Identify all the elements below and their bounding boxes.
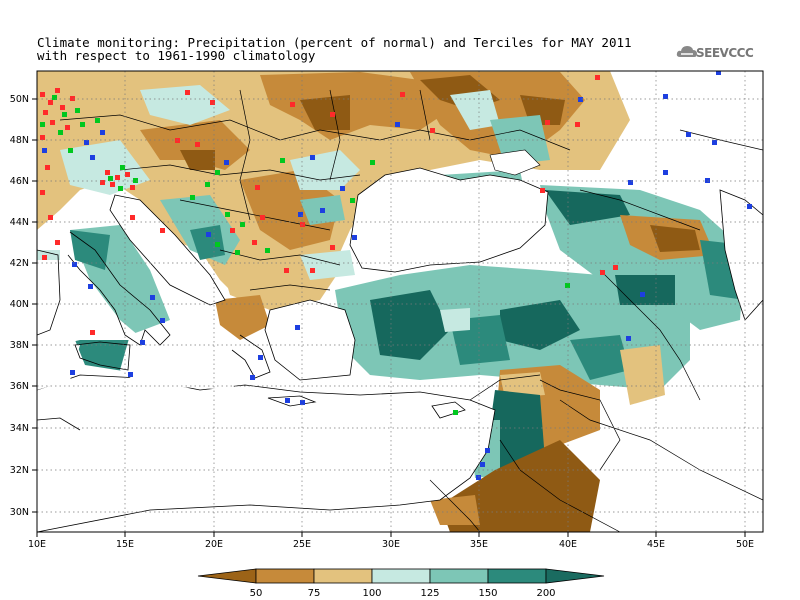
colorbar-segment-50-75 <box>255 568 315 584</box>
colorbar-segment-below-50 <box>197 568 257 584</box>
seevccc-logo: SEEVCCC <box>676 42 768 66</box>
lon-tick-label: 25E <box>293 539 311 550</box>
coastlines <box>37 231 466 431</box>
seas <box>37 149 763 532</box>
colorbar-segment-125-150 <box>429 568 489 584</box>
lon-tick-label: 35E <box>470 539 488 550</box>
field-turkey-east-strong <box>570 335 630 380</box>
lon-tick-label: 30E <box>382 539 400 550</box>
field-caucasus-dry-strong <box>650 225 700 252</box>
lat-tick-label: 42N <box>10 258 29 269</box>
black-sea <box>349 167 549 273</box>
lon-tick-label: 50E <box>736 539 754 550</box>
lat-tick-label: 38N <box>10 340 29 351</box>
lon-tick-label: 10E <box>28 539 46 550</box>
azov-sea <box>489 149 541 176</box>
stations-above <box>42 71 752 480</box>
field-sicily <box>75 340 135 372</box>
field-iraq-dry <box>620 345 665 405</box>
stations-normal <box>40 95 570 415</box>
map-title: Climate monitoring: Precipitation (perce… <box>37 36 632 62</box>
field-turkey-extreme-central <box>500 300 580 350</box>
stations-below <box>40 75 618 335</box>
lon-tick-label: 15E <box>116 539 134 550</box>
field-dry-poland <box>260 72 450 140</box>
colorbar-segment-150-200 <box>487 568 547 584</box>
adriatic-sea <box>109 194 226 306</box>
colorbar-label: 50 <box>250 588 263 599</box>
field-arabia-dry <box>440 440 600 532</box>
field-caucasus-extreme <box>545 190 630 225</box>
title-line-2: with respect to 1961-1990 climatology <box>37 48 316 63</box>
field-wet-romania <box>290 150 360 190</box>
colorbar: 50 75 100 125 150 200 <box>197 568 605 599</box>
precipitation-field <box>37 71 745 532</box>
lon-tick-label: 45E <box>647 539 665 550</box>
lat-tick-label: 46N <box>10 176 29 187</box>
lat-tick-labels: 30N 32N 34N 36N 38N 40N 42N 44N 46N 48N … <box>10 94 29 518</box>
lat-tick-label: 44N <box>10 217 29 228</box>
field-italy-tyrrhenian <box>70 230 110 270</box>
borders <box>59 89 763 532</box>
field-dry-strong-hungary <box>180 150 215 170</box>
lat-tick-label: 48N <box>10 135 29 146</box>
colorbar-label: 75 <box>308 588 321 599</box>
lon-tick-labels: 10E 15E 20E 25E 30E 35E 40E 45E 50E <box>28 539 754 550</box>
lon-tick-label: 40E <box>559 539 577 550</box>
title-line-1: Climate monitoring: Precipitation (perce… <box>37 35 632 50</box>
colorbar-label: 125 <box>420 588 439 599</box>
lat-tick-label: 30N <box>10 507 29 518</box>
field-wet-belarus <box>450 90 500 130</box>
colorbar-label: 100 <box>362 588 381 599</box>
field-turkey-light <box>440 308 470 332</box>
gridlines <box>37 71 763 532</box>
tyrrhenian-sea <box>37 260 120 350</box>
field-dry-strong-poland <box>300 95 350 130</box>
field-wet-strong-bosnia <box>190 225 225 260</box>
logo-text: SEEVCCC <box>696 46 754 60</box>
tercile-stations <box>40 71 752 480</box>
colorbar-label: 200 <box>536 588 555 599</box>
cloud-icon <box>676 46 697 57</box>
field-dry-greece <box>215 295 270 340</box>
colorbar-label: 150 <box>478 588 497 599</box>
colorbar-segment-100-125 <box>371 568 431 584</box>
lon-tick-label: 20E <box>205 539 223 550</box>
field-bulgaria-wet <box>300 250 355 280</box>
lat-tick-label: 34N <box>10 423 29 434</box>
field-turkey-extreme-west <box>370 290 450 360</box>
map-area <box>37 71 763 532</box>
colorbar-segment-75-100 <box>313 568 373 584</box>
caspian-sea <box>719 189 763 321</box>
mediterranean-east <box>37 374 496 532</box>
lat-tick-label: 40N <box>10 299 29 310</box>
lat-tick-label: 36N <box>10 381 29 392</box>
field-wet-czech <box>140 85 230 125</box>
ionian-sea <box>120 320 235 390</box>
tick-marks <box>32 98 746 537</box>
aegean-sea <box>264 299 356 381</box>
map-frame <box>36 70 764 533</box>
lat-tick-label: 50N <box>10 94 29 105</box>
colorbar-segment-above-200 <box>545 568 605 584</box>
field-armenia-extreme <box>615 275 675 305</box>
sea-north-africa-west <box>37 335 80 390</box>
lat-tick-label: 32N <box>10 465 29 476</box>
